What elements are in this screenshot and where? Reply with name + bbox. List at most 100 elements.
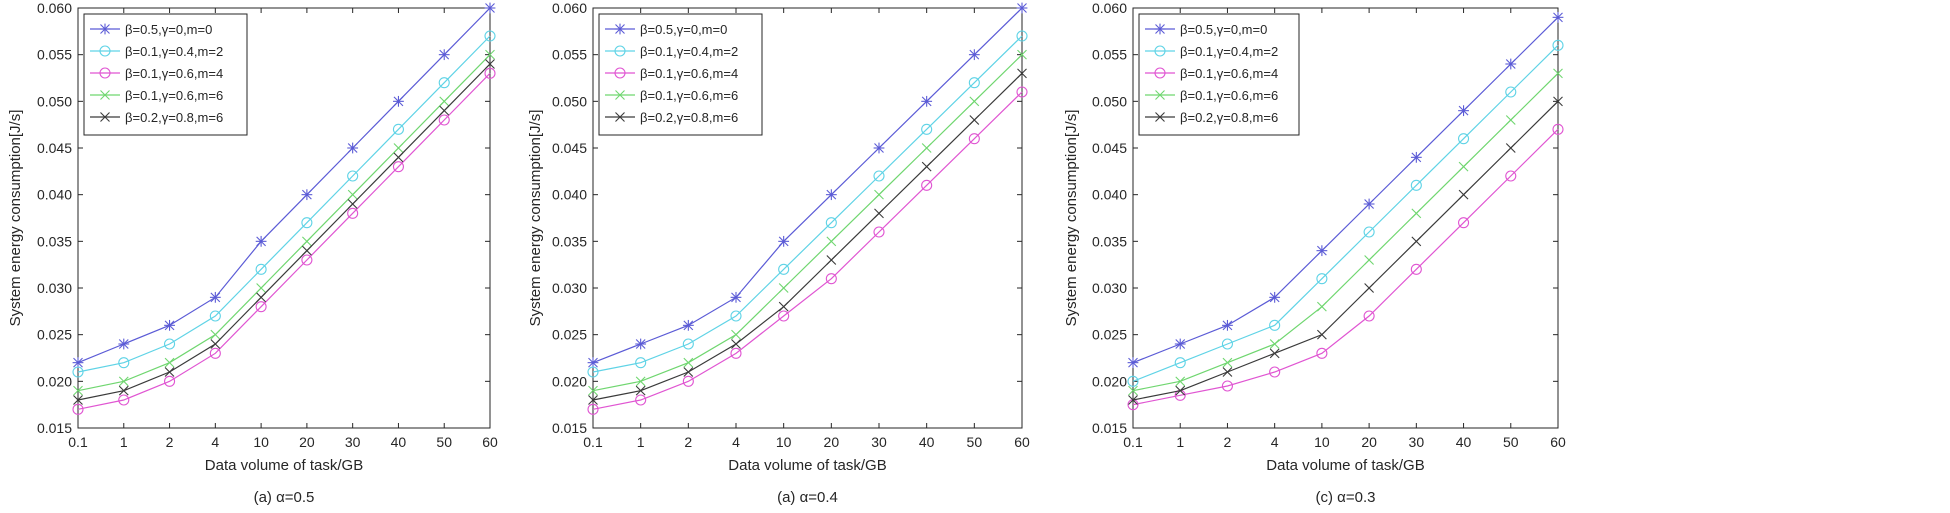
series-line [77,54,491,392]
series-line [1132,16,1559,364]
data-point [1016,2,1028,14]
x-tick-label: 1 [637,434,645,450]
data-point [210,329,221,340]
legend-marker [100,112,110,122]
data-point [1317,301,1327,312]
data-point [1364,283,1374,293]
legend-marker [99,45,111,57]
legend-label: β=0.1,γ=0.6,m=6 [125,88,223,103]
x-tick-label: 2 [684,434,692,450]
legend-marker [614,45,626,57]
x-tick-label: 40 [391,434,407,450]
data-point [1363,198,1375,210]
legend-box [598,13,763,136]
y-tick-label: 0.035 [1092,233,1127,249]
legend-marker [99,23,111,35]
data-point [118,376,129,387]
data-point [1505,170,1517,182]
x-tick-label: 2 [166,434,174,450]
data-point [873,226,885,238]
data-point [164,375,176,387]
x-tick-label: 30 [345,434,361,450]
data-point [392,123,404,135]
y-tick-label: 0.055 [37,47,72,63]
legend-marker [1154,45,1166,57]
data-point [164,367,175,377]
data-point [255,263,267,275]
data-point [347,199,358,209]
data-point [683,367,694,377]
x-tick-label: 20 [824,434,840,450]
data-point [1505,115,1516,125]
data-point [209,310,221,322]
y-tick-label: 0.020 [37,373,72,389]
data-point [635,385,646,396]
x-tick-label: 50 [967,434,983,450]
data-point [1269,348,1280,359]
data-point [921,179,933,191]
y-tick-label: 0.040 [37,187,72,203]
data-point [1552,39,1564,51]
y-axis-label: System energy consumption[J/s] [7,110,24,327]
series-line [1132,100,1559,401]
y-tick-label: 0.040 [552,187,587,203]
data-point [1017,68,1027,79]
series-line [592,91,1023,410]
y-axis-label: System energy consumption[J/s] [1063,110,1080,327]
series-line [592,35,1023,373]
data-point [874,208,884,219]
y-tick-label: 0.030 [1092,280,1127,296]
data-point [347,170,359,182]
data-point [72,357,84,369]
data-point [969,115,980,125]
data-point [635,376,646,387]
data-point [1017,49,1027,60]
data-point [72,366,84,378]
legend-marker [1155,112,1165,122]
data-point [164,338,176,350]
series-5 [1128,96,1563,405]
data-point [826,255,837,265]
data-point [730,310,742,322]
series-3 [1127,123,1564,411]
data-point [1410,151,1422,163]
x-tick-label: 1 [120,434,128,450]
data-point [209,291,221,303]
data-point [1410,263,1422,275]
legend-label: β=0.2,γ=0.8,m=6 [1180,110,1278,125]
data-point [1411,208,1422,219]
y-tick-label: 0.020 [1092,373,1127,389]
data-point [730,291,742,303]
series-2 [587,30,1028,378]
legend-label: β=0.1,γ=0.4,m=2 [1180,44,1278,59]
legend-entry: β=0.1,γ=0.4,m=2 [90,44,223,59]
data-point [1269,291,1281,303]
data-point [484,30,496,42]
data-point [588,385,598,396]
y-tick-label: 0.060 [37,0,72,16]
series-4 [1128,68,1563,396]
legend-marker [614,23,626,35]
series-line [1132,128,1559,406]
data-point [1128,395,1138,405]
data-point [1364,255,1374,265]
data-point [968,133,980,145]
series-4 [73,49,495,396]
data-point [778,235,790,247]
data-point [1316,273,1328,285]
data-point [1316,245,1328,257]
data-point [1269,339,1280,349]
data-point [438,49,450,61]
y-tick-label: 0.025 [37,327,72,343]
data-point [825,217,837,229]
series-line [77,63,491,401]
data-point [682,338,694,350]
data-point [301,236,312,247]
data-point [874,189,884,200]
y-tick-label: 0.040 [1092,187,1127,203]
x-tick-label: 1 [1176,434,1184,450]
legend-marker [100,90,110,100]
data-point [1553,68,1563,79]
data-point [778,310,790,322]
y-tick-label: 0.050 [37,93,72,109]
